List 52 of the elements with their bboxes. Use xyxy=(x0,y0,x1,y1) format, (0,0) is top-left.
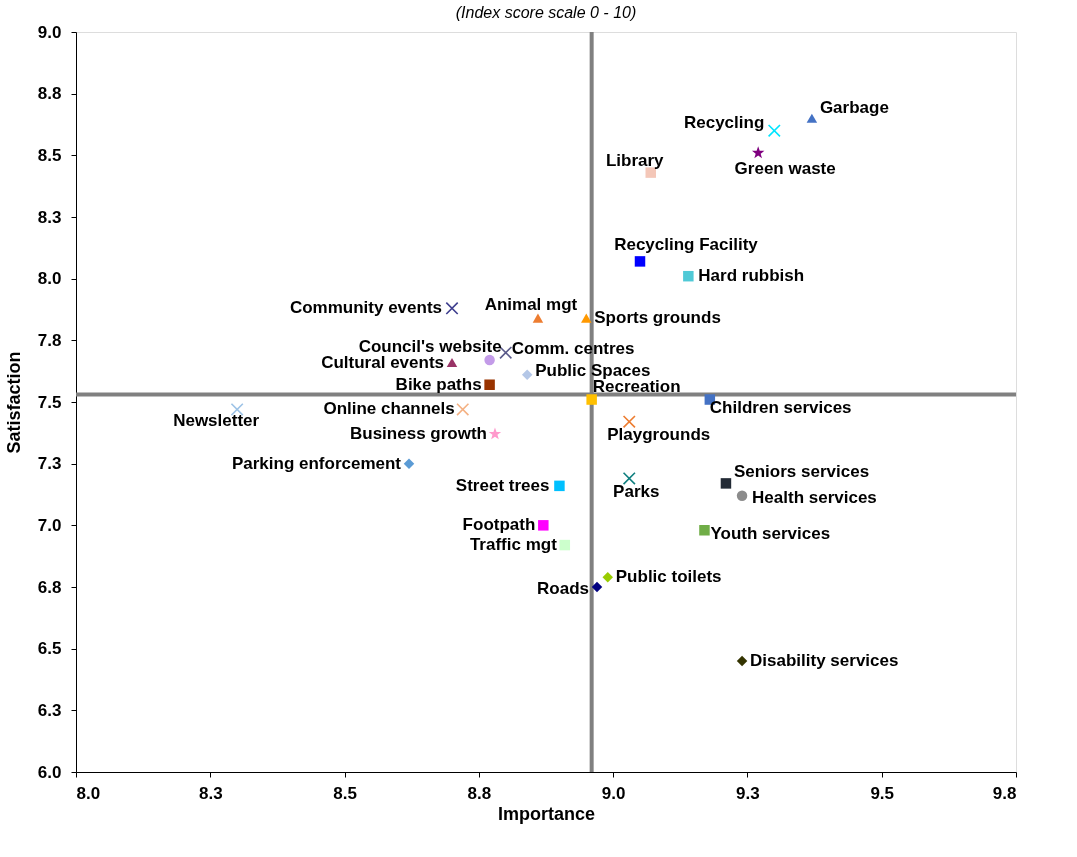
y-tick-label: 7.5 xyxy=(37,392,62,412)
x-tick-label: 8.8 xyxy=(467,783,492,803)
x-tick-label: 8.5 xyxy=(333,783,357,803)
x-tick-label: 8.0 xyxy=(76,783,101,803)
series-label: Online channels xyxy=(323,399,455,419)
y-tick-label: 6.0 xyxy=(37,762,62,782)
y-tick-label: 6.3 xyxy=(37,700,62,720)
series-label: Traffic mgt xyxy=(469,535,558,555)
x-tick-label: 9.5 xyxy=(870,783,895,803)
series-label: Parks xyxy=(613,482,660,502)
series-label: Parking enforcement xyxy=(231,453,402,473)
series-label: Public toilets xyxy=(615,567,722,587)
x-axis-title: Importance xyxy=(497,803,596,824)
series-label: Street trees xyxy=(455,475,550,495)
series-label: Roads xyxy=(537,579,590,598)
series-label: Green waste xyxy=(734,158,836,178)
y-tick-label: 8.5 xyxy=(37,145,62,165)
series-label: Hard rubbish xyxy=(698,266,805,286)
series-label: Recycling Facility xyxy=(614,235,759,255)
series-label: Sports grounds xyxy=(594,308,721,328)
y-tick-label: 8.3 xyxy=(37,207,62,227)
series-label: Seniors services xyxy=(733,462,870,482)
series-label: Recycling xyxy=(683,112,765,132)
series-label: Public Spaces xyxy=(535,360,651,380)
y-tick-label: 9.0 xyxy=(37,22,62,42)
y-axis-title: Satisfaction xyxy=(3,351,24,454)
series-label: Animal mgt xyxy=(484,295,578,315)
y-tick-label: 8.0 xyxy=(37,269,62,289)
series-label: Business growth xyxy=(350,424,487,444)
chart-subtitle: (Index score scale 0 - 10) xyxy=(455,4,637,21)
y-tick-label: 7.3 xyxy=(37,454,62,474)
x-tick-label: 9.3 xyxy=(736,783,760,803)
y-tick-label: 7.0 xyxy=(37,515,62,535)
series-label: Children services xyxy=(709,397,852,417)
series-label: Garbage xyxy=(819,98,889,118)
x-tick-label: 9.8 xyxy=(992,783,1017,803)
y-tick-label: 6.5 xyxy=(37,639,62,659)
series-label: Library xyxy=(605,150,665,170)
y-tick-label: 7.8 xyxy=(37,330,62,350)
series-label: Disability services xyxy=(750,651,899,670)
series-label: Newsletter xyxy=(173,411,260,431)
series-label: Bike paths xyxy=(395,374,482,394)
series-label: Footpath xyxy=(462,515,536,535)
series-label: Health services xyxy=(752,487,877,507)
x-tick-label: 9.0 xyxy=(601,783,626,803)
series-label: Community events xyxy=(289,298,442,318)
y-tick-label: 6.8 xyxy=(37,577,62,597)
series-label: Youth services xyxy=(710,524,831,544)
y-tick-label: 8.8 xyxy=(37,84,62,104)
series-label: Playgrounds xyxy=(607,424,711,444)
series-label: Comm. centres xyxy=(511,338,635,358)
x-tick-label: 8.3 xyxy=(198,783,223,803)
